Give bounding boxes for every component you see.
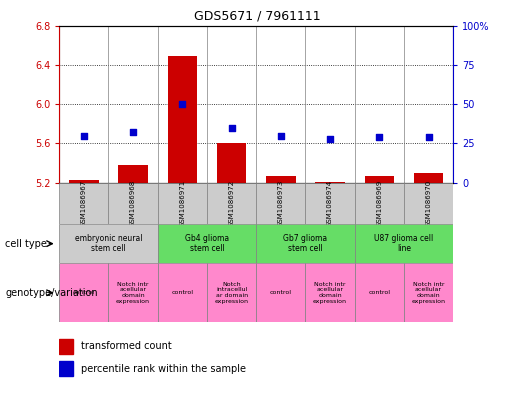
Bar — [109, 183, 158, 224]
Bar — [158, 263, 207, 322]
Bar — [256, 224, 355, 263]
Bar — [158, 224, 256, 263]
Bar — [404, 263, 453, 322]
Bar — [109, 263, 158, 322]
Text: Notch intr
acellular
domain
expression: Notch intr acellular domain expression — [116, 282, 150, 304]
Bar — [305, 183, 355, 224]
Bar — [59, 224, 158, 263]
Point — [228, 125, 236, 131]
Text: cell type: cell type — [5, 239, 47, 249]
Bar — [167, 56, 197, 183]
Text: U87 glioma cell
line: U87 glioma cell line — [374, 234, 434, 253]
Bar — [305, 263, 355, 322]
Text: control: control — [171, 290, 193, 295]
Text: GSM1086970: GSM1086970 — [425, 180, 432, 227]
Bar — [207, 183, 256, 224]
Bar — [256, 263, 305, 322]
Text: control: control — [270, 290, 292, 295]
Bar — [266, 176, 296, 183]
Bar — [158, 183, 207, 224]
Bar — [217, 143, 246, 183]
Text: GSM1086967: GSM1086967 — [81, 180, 87, 227]
Bar — [59, 362, 73, 376]
Text: embryonic neural
stem cell: embryonic neural stem cell — [75, 234, 142, 253]
Text: transformed count: transformed count — [81, 341, 171, 351]
Bar — [59, 263, 109, 322]
Bar — [59, 183, 109, 224]
Bar — [118, 165, 148, 183]
Point — [424, 134, 433, 140]
Text: Gb4 glioma
stem cell: Gb4 glioma stem cell — [185, 234, 229, 253]
Text: control: control — [368, 290, 390, 295]
Point — [129, 129, 137, 136]
Bar — [256, 183, 305, 224]
Text: GSM1086973: GSM1086973 — [278, 180, 284, 227]
Bar — [355, 183, 404, 224]
Text: Notch
intracellul
ar domain
expression: Notch intracellul ar domain expression — [215, 282, 249, 304]
Bar — [355, 263, 404, 322]
Text: Notch intr
acellular
domain
expression: Notch intr acellular domain expression — [411, 282, 445, 304]
Text: Gb7 glioma
stem cell: Gb7 glioma stem cell — [283, 234, 328, 253]
Text: percentile rank within the sample: percentile rank within the sample — [81, 364, 246, 374]
Bar — [207, 263, 256, 322]
Text: GSM1086974: GSM1086974 — [327, 180, 333, 227]
Text: control: control — [73, 290, 95, 295]
Bar — [355, 224, 453, 263]
Bar — [404, 183, 453, 224]
Text: Notch intr
acellular
domain
expression: Notch intr acellular domain expression — [313, 282, 347, 304]
Text: GSM1086969: GSM1086969 — [376, 180, 382, 227]
Point — [375, 134, 384, 140]
Bar — [59, 339, 73, 354]
Text: GDS5671 / 7961111: GDS5671 / 7961111 — [194, 10, 321, 23]
Bar — [315, 182, 345, 183]
Point — [80, 132, 88, 139]
Bar — [365, 176, 394, 183]
Text: genotype/variation: genotype/variation — [5, 288, 98, 298]
Point — [178, 101, 186, 107]
Point — [326, 136, 334, 142]
Bar — [414, 173, 443, 183]
Text: GSM1086972: GSM1086972 — [229, 180, 235, 227]
Text: GSM1086968: GSM1086968 — [130, 180, 136, 227]
Bar — [69, 180, 98, 183]
Text: GSM1086971: GSM1086971 — [179, 180, 185, 227]
Point — [277, 132, 285, 139]
